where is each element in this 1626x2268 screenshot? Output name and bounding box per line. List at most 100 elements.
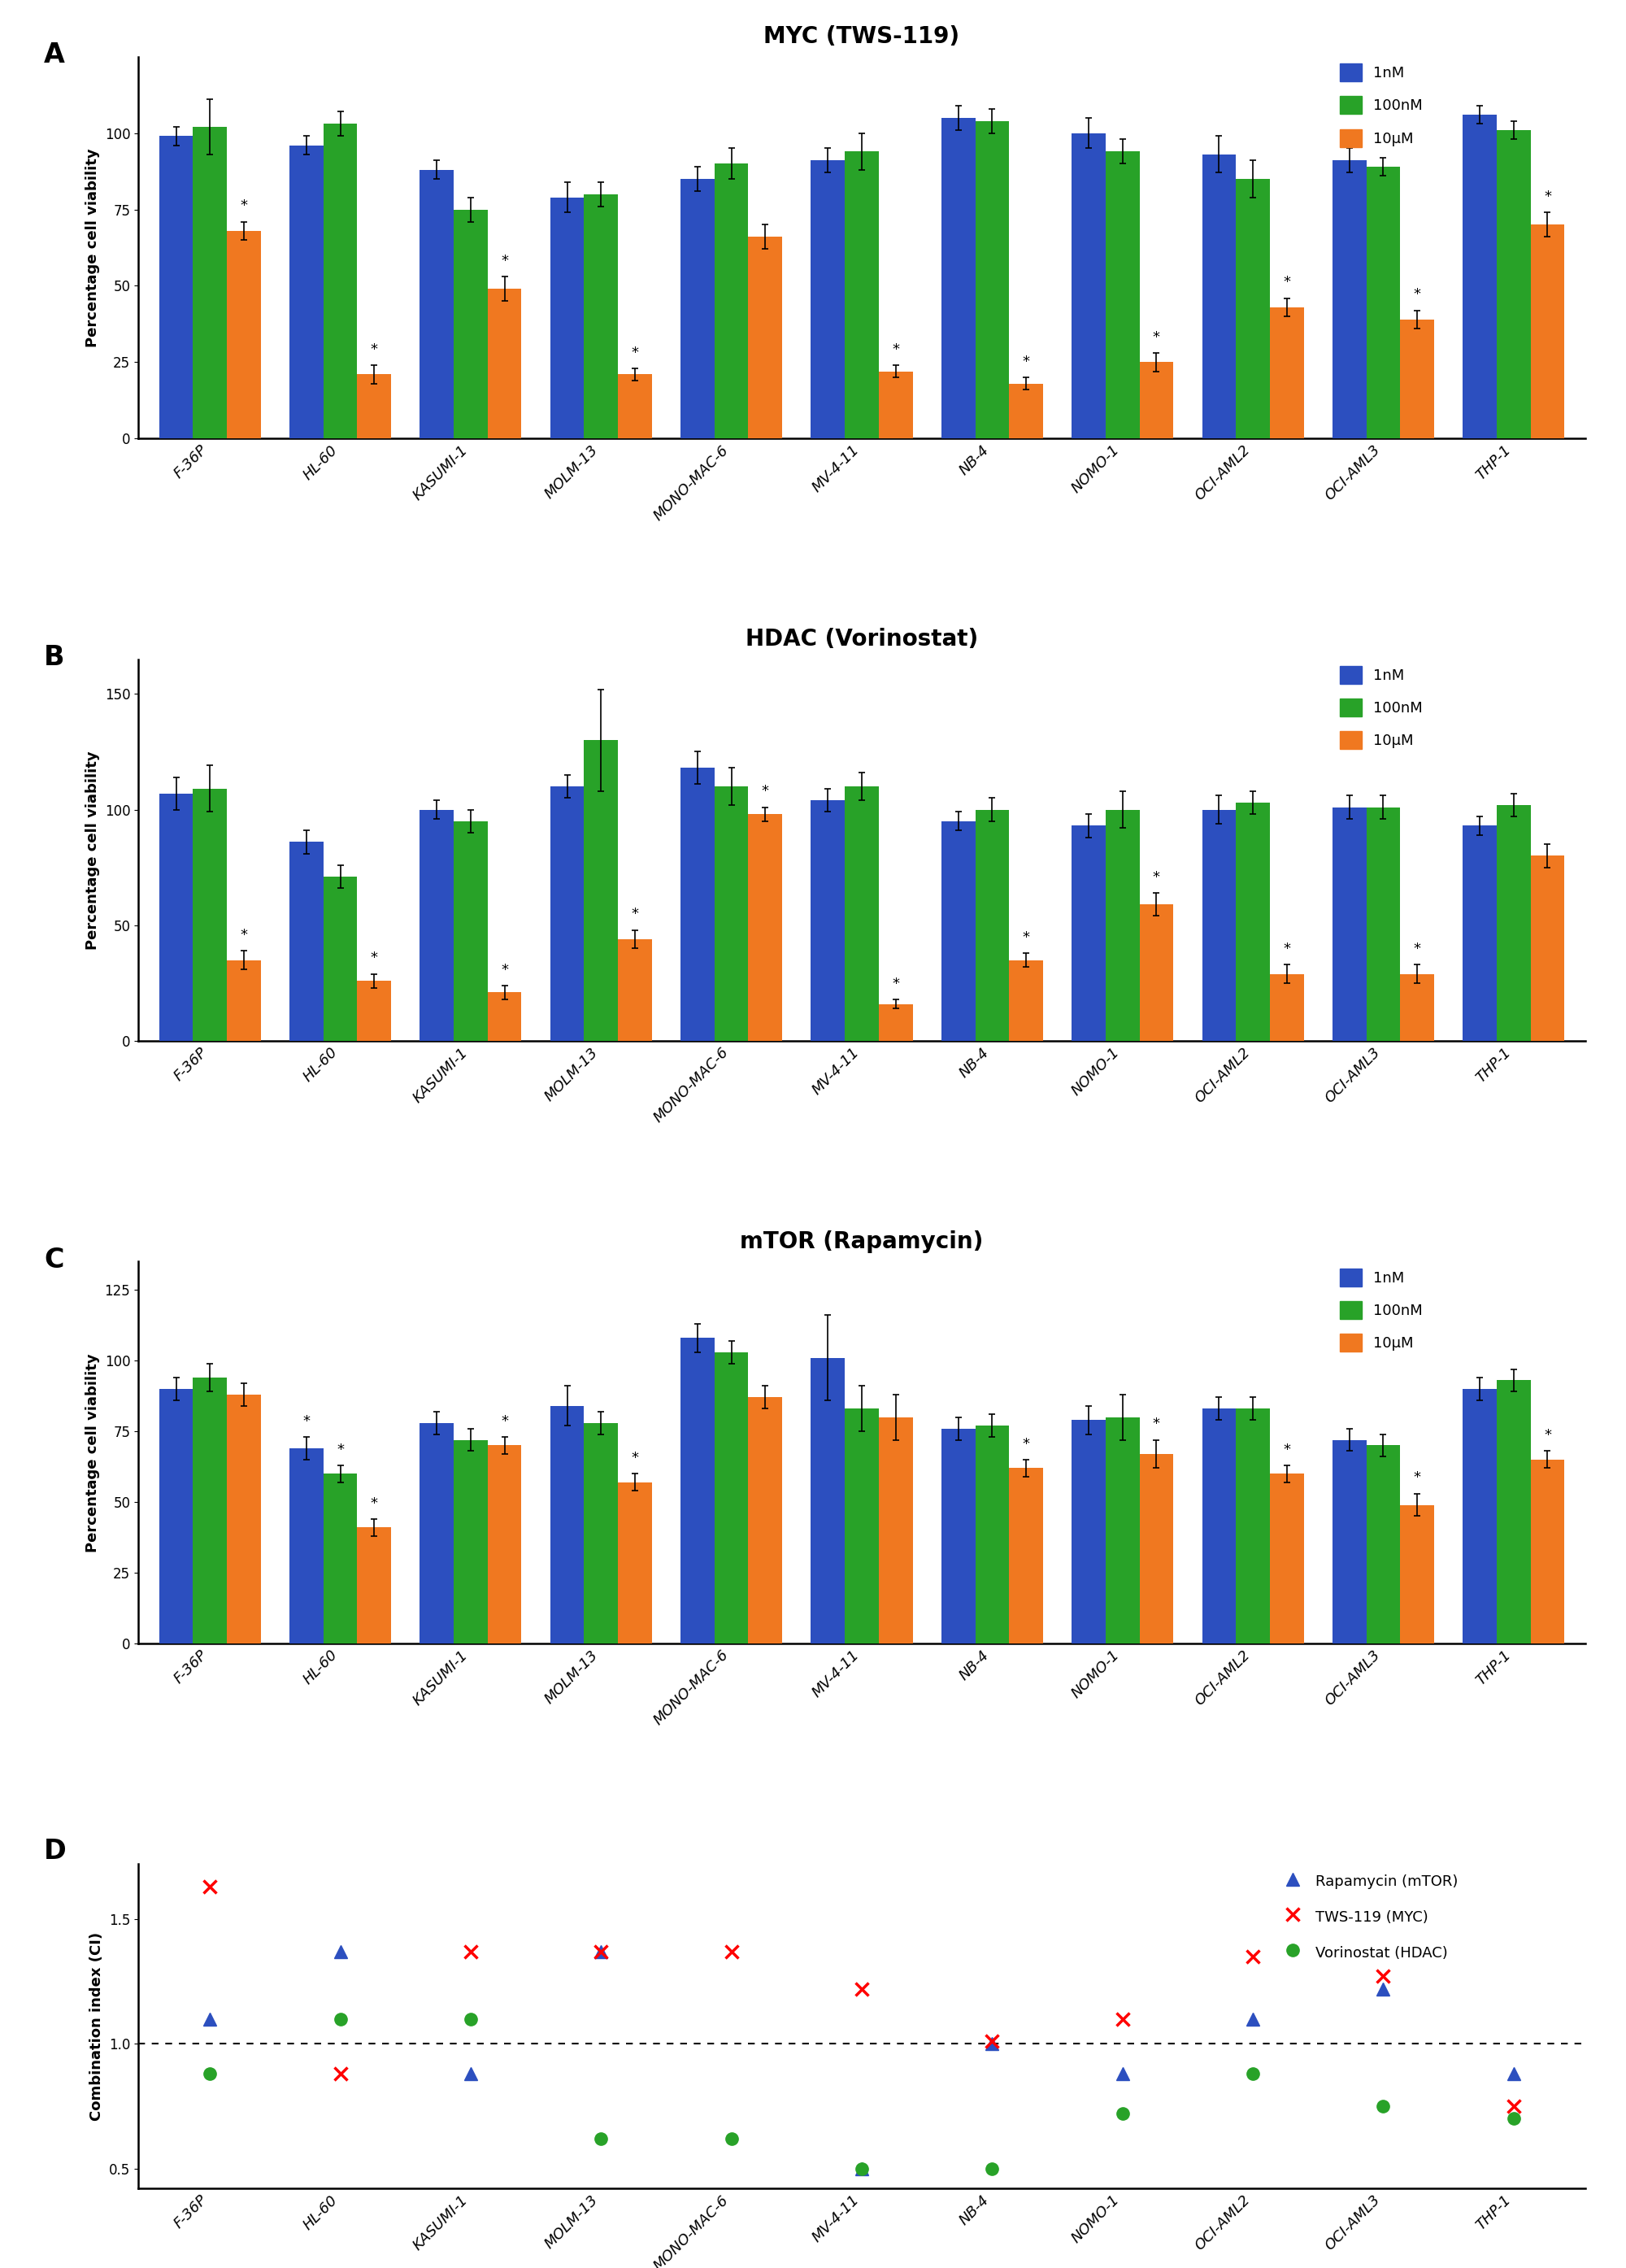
Text: *: * [1413,941,1421,957]
Bar [228,959,260,1041]
Bar [618,1483,652,1644]
Bar [488,993,522,1041]
Bar [1072,826,1106,1041]
Bar [846,787,878,1041]
Bar [1463,1388,1496,1644]
Text: *: * [1153,871,1159,885]
Bar [1202,1408,1236,1644]
Bar [748,1397,782,1644]
Text: *: * [631,907,639,921]
Bar [584,739,618,1041]
Bar [1270,306,1304,438]
Bar [1366,166,1400,438]
Bar [1400,973,1434,1041]
Bar [550,197,584,438]
Text: *: * [1283,274,1291,290]
Legend: Rapamycin (mTOR), TWS-119 (MYC), Vorinostat (HDAC): Rapamycin (mTOR), TWS-119 (MYC), Vorinos… [1275,1864,1465,1969]
Legend: 1nM, 100nM, 10μM: 1nM, 100nM, 10μM [1332,658,1429,758]
Text: *: * [1543,191,1551,204]
Text: *: * [631,345,639,361]
Bar [420,810,454,1041]
Bar [976,120,1010,438]
Bar [748,814,782,1041]
Bar [1106,1418,1140,1644]
Bar [1530,225,1564,438]
Bar [1463,826,1496,1041]
Y-axis label: Percentage cell viability: Percentage cell viability [86,751,101,950]
Text: A: A [44,41,65,68]
Bar [1463,116,1496,438]
Text: *: * [241,200,247,213]
Text: *: * [337,1442,345,1456]
Bar [1530,1461,1564,1644]
Bar [159,794,193,1041]
Bar [811,161,846,438]
Bar [358,1526,392,1644]
Bar [584,1422,618,1644]
Legend: 1nM, 100nM, 10μM: 1nM, 100nM, 10μM [1332,57,1429,154]
Bar [878,1005,912,1041]
Bar [289,145,324,438]
Text: *: * [631,1452,639,1465]
Bar [454,821,488,1041]
Bar [1106,152,1140,438]
Bar [681,1338,714,1644]
Bar [228,231,260,438]
Legend: 1nM, 100nM, 10μM: 1nM, 100nM, 10μM [1332,1261,1429,1359]
Title: HDAC (Vorinostat): HDAC (Vorinostat) [745,628,979,651]
Bar [584,195,618,438]
Bar [289,1449,324,1644]
Text: *: * [1023,930,1029,946]
Bar [714,1352,748,1644]
Bar [1236,803,1270,1041]
Bar [1366,807,1400,1041]
Bar [941,821,976,1041]
Text: *: * [1153,331,1159,345]
Bar [1010,959,1042,1041]
Bar [1236,179,1270,438]
Bar [1202,810,1236,1041]
Bar [1496,129,1530,438]
Text: *: * [1283,1442,1291,1456]
Bar [1332,807,1366,1041]
Bar [1010,383,1042,438]
Text: D: D [44,1837,67,1864]
Bar [1202,154,1236,438]
Bar [618,939,652,1041]
Bar [941,1429,976,1644]
Bar [358,374,392,438]
Bar [681,769,714,1041]
Bar [193,127,228,438]
Text: *: * [893,342,899,356]
Bar [324,1474,358,1644]
Bar [488,288,522,438]
Text: *: * [371,342,377,356]
Text: *: * [241,928,247,943]
Bar [550,1406,584,1644]
Bar [1072,1420,1106,1644]
Text: *: * [501,962,509,978]
Bar [454,209,488,438]
Bar [811,801,846,1041]
Text: *: * [761,785,769,798]
Bar [846,1408,878,1644]
Bar [159,136,193,438]
Text: *: * [1153,1418,1159,1431]
Bar [681,179,714,438]
Bar [1496,1381,1530,1644]
Bar [1140,905,1174,1041]
Bar [748,236,782,438]
Bar [488,1445,522,1644]
Text: *: * [893,975,899,991]
Text: *: * [1023,1436,1029,1452]
Text: B: B [44,644,65,671]
Bar [193,1377,228,1644]
Text: *: * [302,1413,311,1429]
Text: *: * [1023,354,1029,370]
Text: *: * [1413,1470,1421,1486]
Bar [1270,973,1304,1041]
Bar [1072,134,1106,438]
Text: C: C [44,1247,63,1272]
Bar [454,1440,488,1644]
Text: *: * [1413,288,1421,302]
